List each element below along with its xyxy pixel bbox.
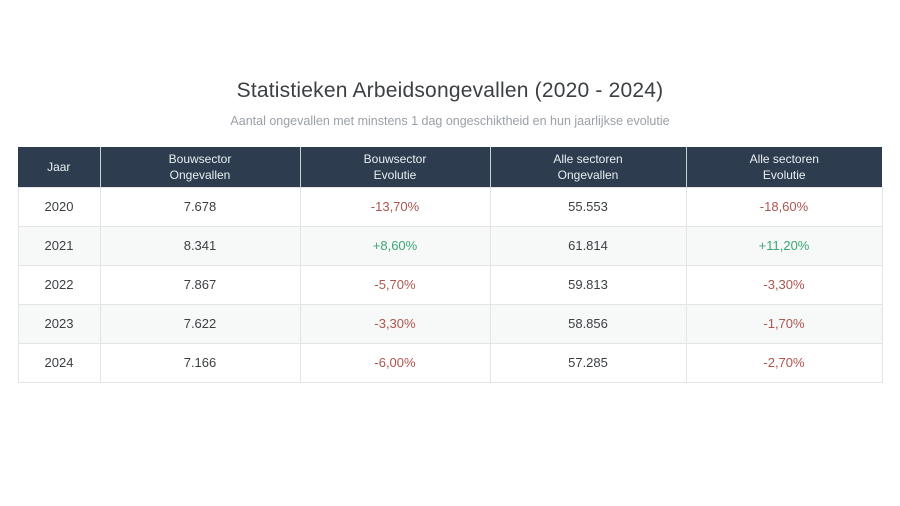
value-cell: 58.856 (489, 303, 687, 344)
column-header: Alle sectoren Evolutie (685, 146, 882, 188)
evolution-cell: -2,70% (685, 342, 883, 383)
value-cell: 61.814 (489, 225, 687, 266)
table-row: 2020 7.678 -13,70% 55.553 -18,60% (17, 186, 883, 227)
column-header: Alle sectoren Ongevallen (489, 146, 686, 188)
evolution-cell: -1,70% (685, 303, 883, 344)
value-cell: 7.678 (99, 186, 301, 227)
value-cell: 59.813 (489, 264, 687, 305)
evolution-cell: -3,30% (299, 303, 491, 344)
year-cell: 2020 (17, 186, 101, 227)
evolution-cell: -3,30% (685, 264, 883, 305)
value-cell: 7.166 (99, 342, 301, 383)
table-body: 2020 7.678 -13,70% 55.553 -18,60% 2021 8.341 +8… (17, 186, 883, 383)
table-row: 2024 7.166 -6,00% 57.285 -2,70% (17, 342, 883, 383)
year-cell: 2024 (17, 342, 101, 383)
evolution-cell: -13,70% (299, 186, 491, 227)
column-header: Bouwsector Evolutie (299, 146, 490, 188)
value-cell: 55.553 (489, 186, 687, 227)
evolution-cell: +11,20% (685, 225, 883, 266)
column-header: Jaar (18, 146, 100, 188)
evolution-cell: -18,60% (685, 186, 883, 227)
table-header-row: Jaar Bouwsector Ongevallen Bouwsector Evol… (18, 146, 882, 188)
value-cell: 7.622 (99, 303, 301, 344)
year-cell: 2021 (17, 225, 101, 266)
table-row: 2021 8.341 +8,60% 61.814 +11,20% (17, 225, 883, 266)
column-header: Bouwsector Ongevallen (99, 146, 300, 188)
page-subtitle: Aantal ongevallen met minstens 1 dag ong… (230, 114, 670, 129)
evolution-cell: +8,60% (299, 225, 491, 266)
table-row: 2022 7.867 -5,70% 59.813 -3,30% (17, 264, 883, 305)
value-cell: 8.341 (99, 225, 301, 266)
value-cell: 7.867 (99, 264, 301, 305)
page-title: Statistieken Arbeidsongevallen (2020 - 2… (236, 79, 664, 102)
statistics-table: Jaar Bouwsector Ongevallen Bouwsector Evol… (17, 146, 883, 383)
table-row: 2023 7.622 -3,30% 58.856 -1,70% (17, 303, 883, 344)
evolution-cell: -5,70% (299, 264, 491, 305)
year-cell: 2023 (17, 303, 101, 344)
value-cell: 57.285 (489, 342, 687, 383)
evolution-cell: -6,00% (299, 342, 491, 383)
year-cell: 2022 (17, 264, 101, 305)
table-header: Jaar Bouwsector Ongevallen Bouwsector Evol… (18, 146, 882, 188)
